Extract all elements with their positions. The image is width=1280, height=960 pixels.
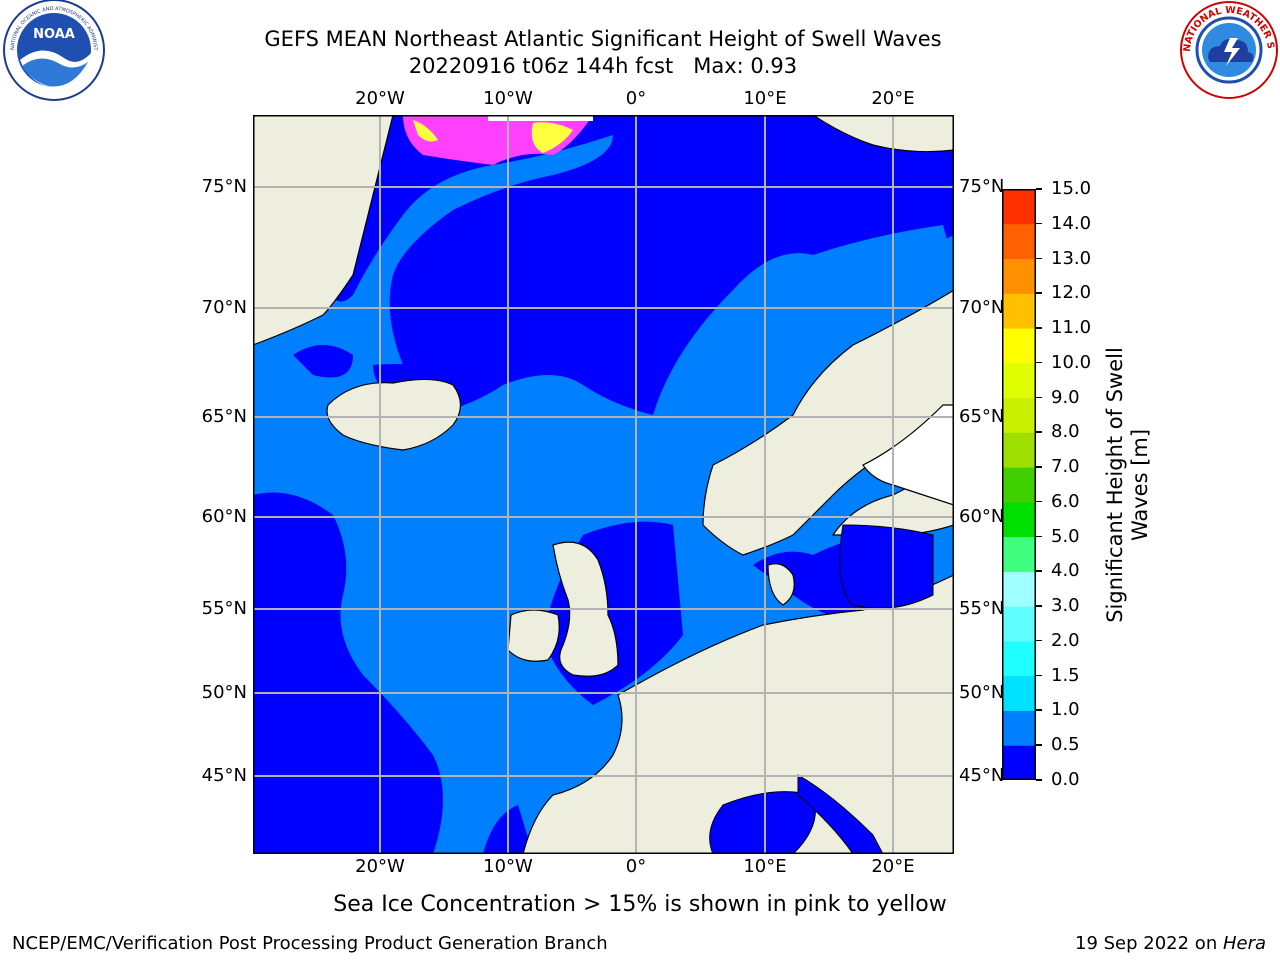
colorbar-band: [1002, 571, 1036, 607]
colorbar-svg: [1002, 189, 1036, 781]
nws-logo: NATIONAL WEATHER SERVICE: [1174, 0, 1280, 100]
colorbar-tick: [1036, 744, 1042, 746]
lon-label-bottom-10w: 10°W: [483, 856, 533, 877]
footer-credit: NCEP/EMC/Verification Post Processing Pr…: [12, 933, 608, 954]
colorbar-title-line-1: Significant Height of Swell: [1103, 347, 1127, 623]
colorbar-band: [1002, 397, 1036, 433]
sea-ice: [303, 115, 593, 290]
colorbar-tick: [1036, 257, 1042, 260]
lon-label-top-20w: 20°W: [355, 88, 405, 109]
colorbar-tick: [1036, 674, 1042, 677]
colorbar-tick: [1036, 639, 1042, 642]
colorbar-tick-label: 0.5: [1051, 734, 1080, 756]
footer-host: Hera: [1222, 933, 1266, 954]
lat-label-left-55n: 55°N: [201, 598, 247, 619]
colorbar-tick-label: 0.0: [1051, 769, 1080, 790]
lat-label-left-45n: 45°N: [201, 765, 247, 786]
swell-0.5-1.0-patches: [803, 225, 954, 285]
footer-date: 19 Sep 2022 on Hera: [1075, 933, 1266, 955]
colorbar-band: [1002, 675, 1036, 711]
colorbar-tick: [1036, 396, 1042, 399]
lon-label-top-20e: 20°E: [871, 88, 915, 109]
colorbar-band: [1002, 293, 1036, 329]
colorbar-tick: [1036, 570, 1042, 572]
graticule: [253, 115, 954, 854]
lon-label-top-10e: 10°E: [743, 88, 787, 109]
colorbar-tick: [1036, 361, 1042, 364]
colorbar-band: [1002, 606, 1036, 642]
title-line-1: GEFS MEAN Northeast Atlantic Significant…: [264, 27, 942, 51]
footer-date-text: 19 Sep 2022 on: [1075, 933, 1223, 954]
lon-label-top-0: 0°: [625, 88, 647, 109]
lat-label-right-70n: 70°N: [959, 297, 1005, 318]
colorbar-tick: [1036, 709, 1042, 711]
lat-label-right-60n: 60°N: [959, 506, 1005, 527]
colorbar-tick-label: 9.0: [1051, 386, 1080, 408]
colorbar-tick: [1036, 188, 1042, 190]
colorbar-tick-label: 7.0: [1051, 456, 1080, 478]
colorbar-tick: [1036, 605, 1042, 607]
colorbar-tick: [1036, 535, 1042, 538]
colorbar-tick-label: 4.0: [1051, 560, 1080, 582]
colorbar-tick-label: 6.0: [1051, 490, 1080, 512]
colorbar-tick-label: 1.5: [1051, 664, 1080, 686]
colorbar-band: [1002, 189, 1036, 225]
chart-title: GEFS MEAN Northeast Atlantic Significant…: [0, 26, 1206, 80]
map-svg: [252, 114, 955, 855]
colorbar-band: [1002, 223, 1036, 260]
lon-label-top-10w: 10°W: [483, 88, 533, 109]
colorbar-band: [1002, 362, 1036, 399]
lat-label-right-45n: 45°N: [959, 765, 1005, 786]
sea-ice-caption: Sea Ice Concentration > 15% is shown in …: [333, 892, 947, 917]
colorbar-band: [1002, 258, 1036, 294]
colorbar: [1002, 189, 1036, 781]
lat-label-left-50n: 50°N: [201, 682, 247, 703]
lat-label-right-55n: 55°N: [959, 598, 1005, 619]
noaa-logo: NOAA NATIONAL OCEANIC AND ATMOSPHERIC AD…: [0, 0, 106, 104]
colorbar-tick-label: 11.0: [1051, 317, 1092, 339]
inland-seas: [709, 524, 934, 855]
colorbar-band: [1002, 328, 1036, 364]
lat-label-left-75n: 75°N: [201, 176, 247, 197]
colorbar-tick: [1036, 292, 1042, 294]
colorbar-tick-label: 5.0: [1051, 525, 1080, 547]
colorbar-band: [1002, 710, 1036, 746]
colorbar-tick-label: 1.0: [1051, 699, 1080, 721]
colorbar-tick-label: 14.0: [1051, 212, 1092, 234]
lon-label-bottom-10e: 10°E: [743, 856, 787, 877]
lat-label-left-65n: 65°N: [201, 406, 247, 427]
lat-label-left-60n: 60°N: [201, 506, 247, 527]
lon-label-bottom-20e: 20°E: [871, 856, 915, 877]
lon-label-bottom-20w: 20°W: [355, 856, 405, 877]
colorbar-tick: [1036, 466, 1042, 468]
lat-label-right-50n: 50°N: [959, 682, 1005, 703]
colorbar-tick-label: 15.0: [1051, 178, 1092, 199]
lat-label-left-70n: 70°N: [201, 297, 247, 318]
colorbar-band: [1002, 501, 1036, 538]
colorbar-tick-label: 3.0: [1051, 595, 1080, 617]
colorbar-tick: [1036, 222, 1042, 225]
colorbar-band: [1002, 640, 1036, 677]
colorbar-tick: [1036, 327, 1042, 329]
noaa-logo-text: NOAA: [33, 27, 75, 42]
colorbar-tick-label: 2.0: [1051, 629, 1080, 651]
colorbar-tick-label: 8.0: [1051, 421, 1080, 443]
title-line-2: 20220916 t06z 144h fcst Max: 0.93: [408, 54, 798, 78]
colorbar-band: [1002, 467, 1036, 503]
colorbar-band: [1002, 536, 1036, 572]
colorbar-tick: [1036, 431, 1042, 433]
colorbar-tick-label: 10.0: [1051, 351, 1092, 373]
colorbar-band: [1002, 745, 1036, 781]
colorbar-tick-label: 13.0: [1051, 247, 1092, 269]
lat-label-right-75n: 75°N: [959, 176, 1005, 197]
colorbar-tick-label: 12.0: [1051, 282, 1092, 304]
lat-label-right-65n: 65°N: [959, 406, 1005, 427]
lon-label-bottom-0: 0°: [625, 856, 647, 877]
colorbar-band: [1002, 432, 1036, 468]
map-panel: [252, 114, 955, 855]
colorbar-tick: [1036, 779, 1042, 781]
colorbar-title-line-2: Waves [m]: [1128, 428, 1152, 542]
colorbar-tick: [1036, 500, 1042, 503]
